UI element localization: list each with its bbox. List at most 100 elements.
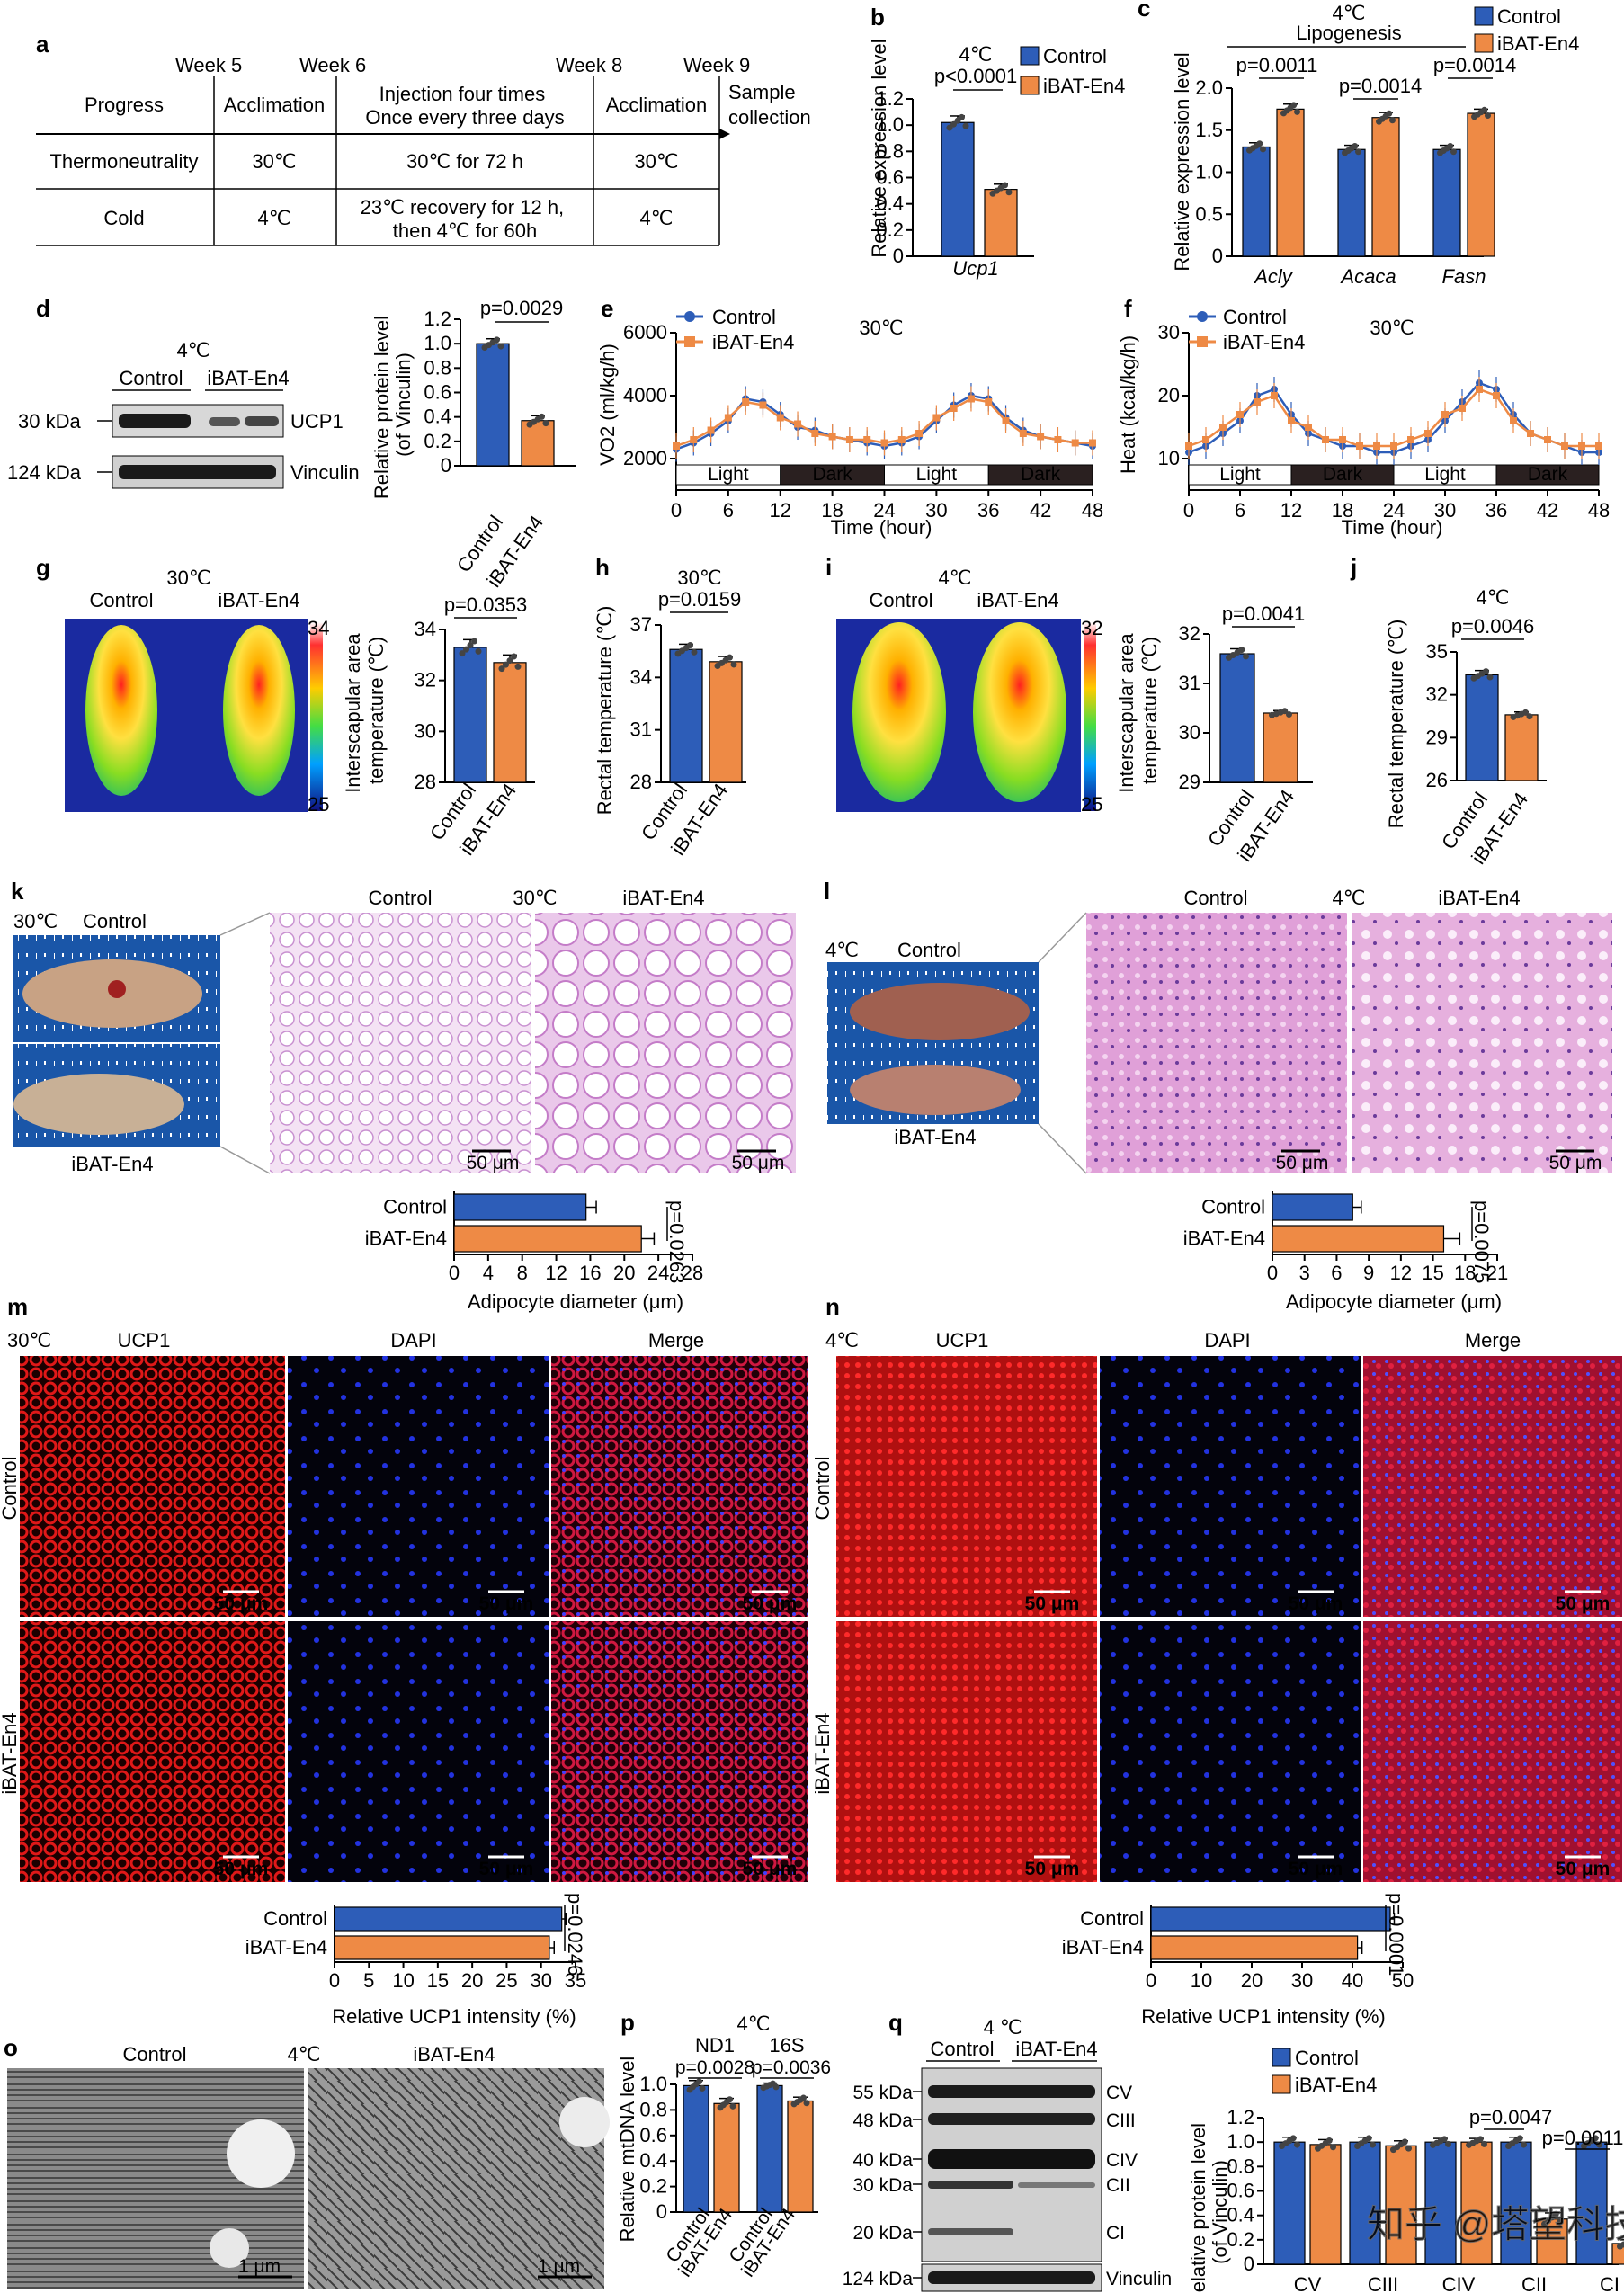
data-point	[1365, 2135, 1372, 2142]
panel-i: i 4℃ Control iBAT-En4 32 25 Interscapula…	[825, 554, 1313, 866]
bar	[1467, 112, 1495, 257]
panel-p-label: p	[620, 2009, 635, 2036]
band-label: CI	[1106, 2223, 1125, 2244]
data-point	[811, 430, 819, 437]
data-point	[794, 420, 802, 428]
x-tick-label: 0	[1146, 1969, 1156, 1992]
legend-treat-q: iBAT-En4	[1295, 2074, 1377, 2096]
panel-m-row-treat: iBAT-En4	[0, 1712, 21, 1794]
x-tick-label: 6	[723, 499, 734, 522]
panel-c-ylabel: Relative expression level	[1171, 52, 1193, 271]
data-point	[1185, 442, 1192, 450]
bar	[1272, 1225, 1445, 1253]
data-point	[1289, 2135, 1297, 2142]
panel-q-ylabel-l2: (of Vinculin)	[1209, 2160, 1231, 2264]
y-tick-label: 1.0	[424, 332, 451, 354]
panel-b: b 4℃ p<0.0001 Relative expression level …	[868, 4, 1125, 280]
y-tick-label: 1.0	[1227, 2130, 1254, 2153]
data-point	[1260, 146, 1266, 153]
panel-n-pval: p=0.0001	[1385, 1893, 1407, 1976]
panel-j-bars	[1456, 652, 1547, 781]
panel-o-col-temp: 4℃	[288, 2043, 321, 2065]
data-point	[1286, 710, 1292, 718]
bar	[1276, 108, 1305, 257]
data-point	[950, 405, 958, 412]
panel-c-pval-acly: p=0.0011	[1236, 54, 1318, 76]
panel-f-ylabel: Heat (kcal/kg/h)	[1117, 335, 1139, 474]
panel-h-ylabel: Rectal temperature (℃)	[593, 606, 616, 816]
row-thermo-accl2: 30℃	[634, 150, 678, 173]
panel-i-control: Control	[870, 589, 933, 611]
week-5: Week 5	[175, 54, 242, 76]
he-control-4	[1086, 913, 1347, 1173]
data-point	[1389, 117, 1396, 124]
data-point	[1459, 405, 1466, 412]
panel-f-temp: 30℃	[1370, 317, 1414, 339]
data-point	[1290, 102, 1298, 109]
y-tick-label: 30	[415, 719, 436, 742]
panel-l-scale-2: 50 μm	[1549, 1153, 1602, 1173]
light-cycle-bar	[987, 464, 1093, 486]
panel-l-photo-control: Control	[897, 939, 961, 961]
category-label: iBAT-En4	[1183, 1227, 1265, 1250]
panel-l-temp: 4℃	[825, 939, 859, 961]
data-point	[673, 442, 680, 450]
panel-b-xlabel: Ucp1	[952, 257, 998, 280]
data-point	[687, 642, 693, 649]
data-point	[690, 436, 698, 443]
y-tick-label: 0.4	[424, 406, 451, 428]
panel-e-ylabel: VO2 (ml/kg/h)	[596, 344, 619, 466]
y-tick-label: 1.0	[1195, 161, 1223, 183]
category-label: CV	[1294, 2273, 1322, 2293]
data-point	[1236, 411, 1244, 418]
marker-30kda: 30 kDa	[18, 410, 81, 433]
band-label: Vinculin	[1106, 2269, 1172, 2289]
row-cold-inj-l2: then 4℃ for 60h	[393, 219, 537, 242]
if-n-treat-dapi	[1100, 1621, 1361, 1882]
y-tick-label: 0.8	[1227, 2155, 1254, 2177]
row-cold-accl: 4℃	[258, 207, 291, 229]
row-thermo-accl: 30℃	[252, 150, 296, 173]
panel-g-treat: iBAT-En4	[218, 589, 299, 611]
data-point	[1401, 2138, 1408, 2146]
panel-b-temp: 4℃	[959, 43, 993, 66]
bar	[1465, 674, 1499, 781]
panel-d: d 4℃ Control iBAT-En4 30 kDa 124 kDa UCP…	[7, 295, 576, 592]
data-point	[1219, 424, 1227, 431]
panel-k-hbar: 0 4 8 12 16 20 24 28 Control iBAT-En4	[365, 1191, 703, 1284]
panel-j-label: j	[1350, 554, 1357, 581]
legend-control-e: Control	[712, 306, 776, 328]
band-label: CV	[1106, 2083, 1132, 2103]
panel-m-hbar: 0 5 10 15 20 25 30 35 Control iBAT-En4	[245, 1905, 586, 1992]
data-point	[539, 413, 545, 420]
data-point	[759, 401, 767, 409]
panel-m-col-dapi: DAPI	[390, 1329, 436, 1352]
em-treat	[308, 2068, 604, 2289]
scale-bar-label: 50 μm	[743, 1593, 798, 1614]
data-point	[1037, 433, 1045, 441]
data-point	[1355, 148, 1361, 156]
panel-d-ylabel-l2: (of Vinculin)	[392, 352, 415, 457]
data-point	[707, 426, 715, 434]
panel-l-he-treat: iBAT-En4	[1438, 887, 1520, 909]
data-point	[1256, 140, 1263, 147]
panel-h-pval: p=0.0159	[658, 588, 741, 611]
panel-q-yticks: 00.20.40.6 0.81.01.2	[1227, 2106, 1263, 2275]
bar	[1273, 2141, 1306, 2265]
y-tick-label: 1.2	[424, 308, 451, 330]
panel-o-col-treat: iBAT-En4	[413, 2043, 495, 2065]
panel-m-col-ucp1: UCP1	[118, 1329, 171, 1352]
x-tick-label: 24	[873, 499, 895, 522]
light-cycle-bar	[1495, 464, 1600, 486]
panel-q: q 4 ℃ Control iBAT-En4 55 kDa CV 48 kDa CII…	[843, 2009, 1624, 2293]
data-point	[1485, 112, 1491, 120]
bar	[476, 343, 510, 467]
x-tick-label: 36	[1486, 499, 1507, 522]
panel-f-chart: 10 20 30 0 6 12 18 24 30 36 42 48 Light Dark Light Dark	[1158, 321, 1611, 522]
bar	[1309, 2144, 1342, 2265]
scale-bar-label: 50 μm	[214, 1593, 269, 1614]
x-tick-label: 48	[1082, 499, 1103, 522]
bar	[334, 1935, 550, 1960]
bar	[1242, 146, 1271, 257]
category-label: iBAT-En4	[1062, 1936, 1144, 1958]
